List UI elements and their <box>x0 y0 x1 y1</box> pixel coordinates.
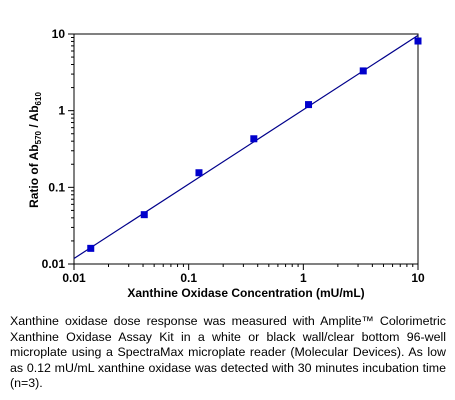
y-axis-title-sub2: 610 <box>34 92 43 106</box>
x-tick-label: 0.01 <box>62 271 86 285</box>
x-tick-label: 1 <box>300 271 307 285</box>
y-axis-title-mid: / Ab <box>27 105 41 131</box>
y-axis: 0.01 0.1 1 10 <box>42 27 74 271</box>
x-axis-title: Xanthine Oxidase Concentration (mU/mL) <box>127 286 364 300</box>
x-tick-label: 0.1 <box>180 271 197 285</box>
data-point <box>140 211 148 219</box>
plot-frame <box>73 33 419 265</box>
x-axis: 0.01 0.1 1 10 <box>62 264 425 285</box>
chart: 0.01 0.1 1 10 0.01 0.1 1 10 Xanthine Oxidase C… <box>27 27 425 300</box>
data-point <box>359 67 367 75</box>
y-tick-label: 10 <box>52 27 66 41</box>
data-point <box>250 135 258 143</box>
y-axis-title-sub1: 570 <box>34 130 43 144</box>
data-point <box>195 169 203 177</box>
data-point <box>305 101 313 109</box>
figure-caption: Xanthine oxidase dose response was measu… <box>10 314 446 390</box>
y-axis-title: Ratio of Ab570 / Ab610 <box>27 92 43 208</box>
data-point <box>414 37 422 45</box>
y-tick-label: 1 <box>58 104 65 118</box>
y-tick-label: 0.1 <box>48 180 65 194</box>
data-points <box>87 37 422 252</box>
y-axis-title-prefix: Ratio of Ab <box>27 144 41 208</box>
data-point <box>87 244 95 252</box>
x-tick-label: 10 <box>411 271 425 285</box>
y-tick-label: 0.01 <box>42 257 66 271</box>
